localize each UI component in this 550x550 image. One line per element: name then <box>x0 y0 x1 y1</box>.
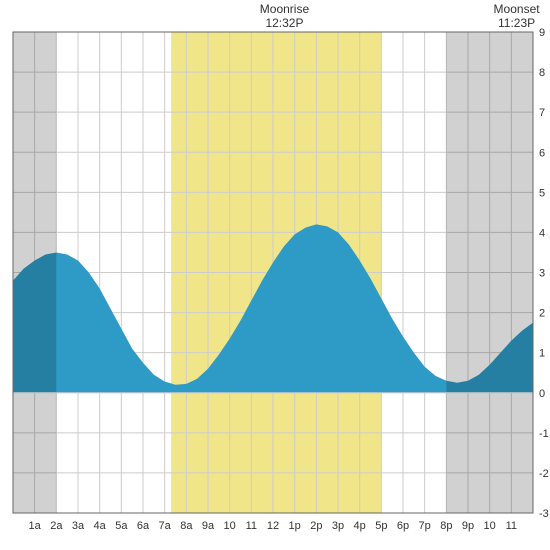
svg-text:0: 0 <box>539 388 545 400</box>
moonrise-label: Moonrise <box>254 2 314 16</box>
svg-text:2: 2 <box>539 308 545 320</box>
svg-text:2a: 2a <box>50 520 63 532</box>
svg-text:10: 10 <box>224 520 236 532</box>
svg-text:10: 10 <box>484 520 496 532</box>
svg-text:7p: 7p <box>419 520 431 532</box>
svg-text:11: 11 <box>506 520 517 532</box>
svg-text:3: 3 <box>539 268 545 280</box>
svg-text:5p: 5p <box>375 520 387 532</box>
moonset-time: 11:23P <box>490 16 544 30</box>
moonset-label: Moonset <box>490 2 544 16</box>
svg-text:6a: 6a <box>137 520 150 532</box>
svg-text:6: 6 <box>539 147 545 159</box>
tide-chart: Moonrise 12:32P Moonset 11:23P 1a2a3a4a5… <box>0 0 550 550</box>
svg-text:12: 12 <box>267 520 279 532</box>
svg-text:3p: 3p <box>332 520 344 532</box>
svg-text:4: 4 <box>539 227 545 239</box>
svg-text:8p: 8p <box>440 520 452 532</box>
svg-text:7: 7 <box>539 107 545 119</box>
moonrise-time: 12:32P <box>254 16 314 30</box>
svg-text:5: 5 <box>539 187 545 199</box>
svg-text:11: 11 <box>246 520 257 532</box>
svg-text:4a: 4a <box>94 520 107 532</box>
svg-text:1a: 1a <box>29 520 42 532</box>
svg-text:5a: 5a <box>115 520 128 532</box>
svg-text:9a: 9a <box>202 520 215 532</box>
moonset-label-block: Moonset 11:23P <box>490 2 544 31</box>
moonrise-label-block: Moonrise 12:32P <box>254 2 314 31</box>
svg-text:1: 1 <box>539 348 545 360</box>
svg-text:1p: 1p <box>289 520 301 532</box>
svg-text:-1: -1 <box>539 428 549 440</box>
svg-text:7a: 7a <box>159 520 172 532</box>
svg-text:4p: 4p <box>354 520 366 532</box>
chart-svg: 1a2a3a4a5a6a7a8a9a1011121p2p3p4p5p6p7p8p… <box>0 0 550 550</box>
svg-text:9p: 9p <box>462 520 474 532</box>
svg-text:2p: 2p <box>310 520 322 532</box>
svg-text:3a: 3a <box>72 520 85 532</box>
svg-text:-3: -3 <box>539 508 549 520</box>
svg-text:8a: 8a <box>180 520 193 532</box>
svg-text:8: 8 <box>539 67 545 79</box>
svg-text:6p: 6p <box>397 520 409 532</box>
svg-text:-2: -2 <box>539 468 549 480</box>
